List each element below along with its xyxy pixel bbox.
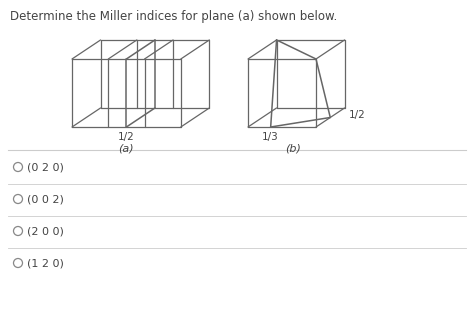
Text: Determine the Miller indices for plane (a) shown below.: Determine the Miller indices for plane (… [10, 10, 337, 23]
Text: (0 0 2): (0 0 2) [27, 194, 64, 204]
Text: (b): (b) [285, 143, 301, 153]
Text: (0 2 0): (0 2 0) [27, 162, 64, 172]
Text: 1/2: 1/2 [348, 110, 365, 120]
Text: 1/3: 1/3 [262, 132, 279, 142]
Text: 1/2: 1/2 [118, 132, 135, 142]
Text: (1 2 0): (1 2 0) [27, 258, 64, 268]
Text: (a): (a) [118, 143, 134, 153]
Text: (2 0 0): (2 0 0) [27, 226, 64, 236]
